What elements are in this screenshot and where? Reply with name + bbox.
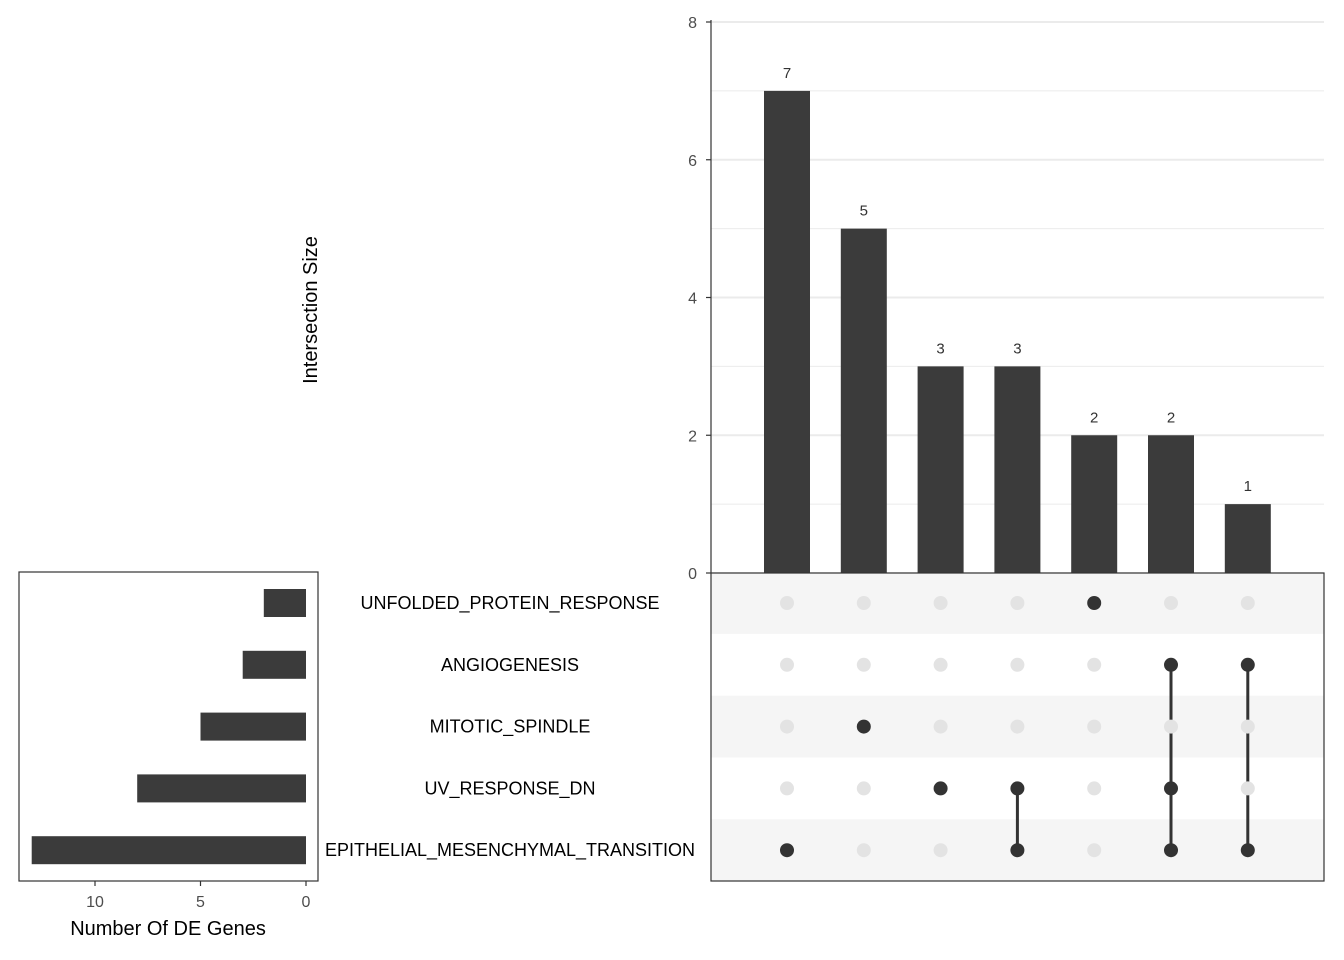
x-tick-label: 0 bbox=[302, 894, 311, 911]
intersection-bar bbox=[1224, 504, 1271, 573]
matrix-dot-inactive bbox=[1087, 843, 1102, 858]
set-size-bar bbox=[242, 650, 306, 679]
intersection-bar-label: 3 bbox=[1013, 340, 1021, 357]
set-label: UV_RESPONSE_DN bbox=[424, 778, 595, 799]
matrix-dot-inactive bbox=[1087, 657, 1102, 672]
matrix-dot-inactive bbox=[933, 596, 948, 610]
matrix-dot-active bbox=[856, 719, 871, 734]
matrix-dot-inactive bbox=[933, 719, 948, 734]
intersection-bar-label: 3 bbox=[936, 340, 944, 357]
matrix-dot-inactive bbox=[933, 843, 948, 858]
set-size-bars bbox=[31, 589, 306, 865]
intersection-bar bbox=[1071, 435, 1118, 573]
matrix-dot-active bbox=[1087, 596, 1102, 610]
y-tick-label: 8 bbox=[688, 15, 697, 32]
matrix-dot-active bbox=[1010, 781, 1025, 796]
matrix-dot-inactive bbox=[1240, 719, 1255, 734]
set-size-bar bbox=[200, 712, 306, 741]
set-size-x-axis: 10 5 0 bbox=[86, 881, 311, 911]
matrix-dot-inactive bbox=[1087, 781, 1102, 796]
y-tick-label: 6 bbox=[688, 153, 697, 170]
matrix-dot-active bbox=[1164, 781, 1178, 796]
x-tick-label: 10 bbox=[86, 894, 104, 911]
y-tick-label: 0 bbox=[688, 566, 697, 583]
matrix-dot-inactive bbox=[856, 843, 871, 858]
matrix-dot-inactive bbox=[1087, 719, 1102, 734]
set-size-bar bbox=[137, 774, 306, 803]
matrix-dot-inactive bbox=[780, 781, 794, 796]
set-label: ANGIOGENESIS bbox=[441, 655, 579, 675]
matrix-dot-inactive bbox=[1010, 596, 1025, 610]
intersection-y-axis: 0 2 4 6 8 bbox=[688, 15, 712, 583]
matrix-dot-active bbox=[1164, 657, 1178, 672]
matrix-dots bbox=[780, 596, 1255, 858]
matrix-dot-active bbox=[933, 781, 948, 796]
set-labels: UNFOLDED_PROTEIN_RESPONSE ANGIOGENESIS MIT… bbox=[325, 593, 695, 861]
matrix-dot-inactive bbox=[1164, 596, 1178, 610]
intersection-bar-label: 2 bbox=[1090, 409, 1098, 426]
matrix-panel-border bbox=[710, 572, 1325, 882]
matrix-dot-inactive bbox=[780, 596, 794, 610]
matrix-dot-active bbox=[1240, 657, 1255, 672]
matrix-connector-lines bbox=[1015, 664, 1250, 851]
matrix-dot-inactive bbox=[1010, 657, 1025, 672]
matrix-dot-inactive bbox=[780, 657, 794, 672]
intersection-bar-labels: 7 5 3 3 2 2 1 bbox=[783, 65, 1252, 495]
matrix-dot-inactive bbox=[1010, 719, 1025, 734]
matrix-dot-inactive bbox=[856, 596, 871, 610]
set-size-axis-title: Number Of DE Genes bbox=[70, 918, 266, 940]
intersection-bar bbox=[994, 366, 1041, 573]
x-tick-label: 5 bbox=[196, 894, 205, 911]
matrix-dot-active bbox=[1164, 843, 1178, 858]
set-label: UNFOLDED_PROTEIN_RESPONSE bbox=[360, 593, 659, 614]
matrix-dot-inactive bbox=[1164, 719, 1178, 734]
set-size-panel-border bbox=[18, 571, 319, 882]
intersection-bar-label: 1 bbox=[1244, 478, 1252, 495]
intersection-bar-label: 5 bbox=[860, 203, 868, 220]
set-label: MITOTIC_SPINDLE bbox=[430, 717, 591, 738]
matrix-dot-inactive bbox=[1240, 596, 1255, 610]
intersection-bar bbox=[764, 90, 810, 573]
matrix-dot-active bbox=[1240, 843, 1255, 858]
y-tick-label: 4 bbox=[688, 291, 697, 308]
intersection-bar bbox=[840, 228, 887, 573]
matrix-dot-inactive bbox=[856, 657, 871, 672]
matrix-dot-active bbox=[780, 843, 794, 858]
set-size-bar bbox=[31, 836, 306, 865]
intersection-bar bbox=[1148, 435, 1194, 573]
matrix-dot-inactive bbox=[933, 657, 948, 672]
matrix-dot-active bbox=[1010, 843, 1025, 858]
matrix-dot-inactive bbox=[1240, 781, 1255, 796]
matrix-dot-inactive bbox=[780, 719, 794, 734]
intersection-bars bbox=[764, 90, 1271, 573]
set-label: EPITHELIAL_MESENCHYMAL_TRANSITION bbox=[325, 840, 695, 861]
intersection-bar-label: 7 bbox=[783, 65, 791, 82]
matrix-dot-inactive bbox=[856, 781, 871, 796]
intersection-bar bbox=[917, 366, 964, 573]
y-tick-label: 2 bbox=[688, 428, 697, 445]
set-size-bar bbox=[263, 589, 306, 617]
intersection-axis-title: Intersection Size bbox=[300, 236, 322, 384]
intersection-bar-label: 2 bbox=[1167, 409, 1175, 426]
